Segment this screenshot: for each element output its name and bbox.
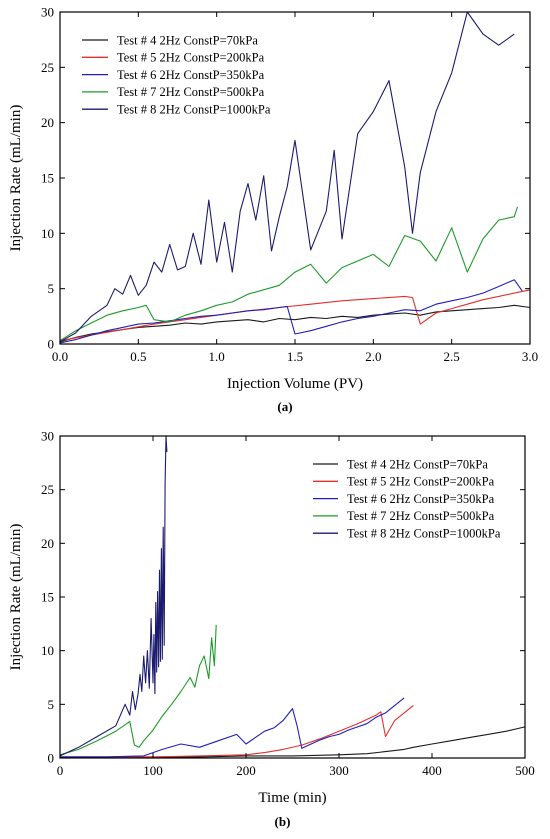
legend-label: Test # 7 2Hz ConstP=500kPa <box>117 85 265 99</box>
y-tick-label: 30 <box>41 5 54 20</box>
x-tick-label: 2.5 <box>444 349 460 364</box>
y-tick-label: 25 <box>41 60 54 75</box>
series-line-test-4 <box>59 304 531 343</box>
legend-label: Test # 7 2Hz ConstP=500kPa <box>347 509 495 523</box>
y-tick-label: 20 <box>41 536 54 551</box>
y-tick-label: 5 <box>48 281 55 296</box>
series-line-test-8 <box>59 11 515 343</box>
panel-label: (b) <box>275 814 291 829</box>
series-line-test-4 <box>60 726 526 758</box>
x-tick-label: 200 <box>236 763 256 778</box>
y-axis-label: Injection Rate (mL/min) <box>8 105 24 252</box>
y-tick-label: 10 <box>41 226 54 241</box>
x-tick-label: 0.5 <box>130 349 146 364</box>
x-tick-label: 500 <box>515 763 535 778</box>
panel-label: (a) <box>277 399 292 414</box>
x-tick-label: 300 <box>329 763 349 778</box>
y-tick-label: 0 <box>48 337 55 352</box>
y-tick-label: 5 <box>48 697 55 712</box>
y-tick-label: 30 <box>41 429 54 444</box>
x-tick-label: 2.0 <box>365 349 381 364</box>
panel-b-chart: 0 100 200 300 400 500 0 5 10 15 20 25 30 Time (min) In… <box>8 429 535 830</box>
x-tick-label: 0 <box>57 763 64 778</box>
legend-label: Test # 6 2Hz ConstP=350kPa <box>117 68 265 82</box>
x-axis-label: Time (min) <box>258 790 326 806</box>
series-line-test-7 <box>59 624 217 756</box>
legend-label: Test # 4 2Hz ConstP=70kPa <box>117 33 258 47</box>
legend-label: Test # 6 2Hz ConstP=350kPa <box>347 492 495 506</box>
series-line-test-6 <box>59 279 523 344</box>
series-line-test-7 <box>59 206 519 342</box>
panel-a-chart: 0.0 0.5 1.0 1.5 2.0 2.5 3.0 0 5 10 15 20 25 30 Injecti… <box>8 5 538 415</box>
y-axis-label: Injection Rate (mL/min) <box>8 524 24 671</box>
series-line-test-6 <box>60 697 405 758</box>
series-line-test-8 <box>59 435 168 757</box>
legend-label: Test # 5 2Hz ConstP=200kPa <box>117 51 265 65</box>
x-axis-label: Injection Volume (PV) <box>227 376 363 392</box>
series-line-test-5 <box>59 289 531 342</box>
series-line-test-5 <box>60 704 414 758</box>
y-tick-label: 10 <box>41 643 54 658</box>
x-tick-label: 400 <box>422 763 442 778</box>
x-tick-label: 100 <box>143 763 163 778</box>
y-tick-label: 15 <box>41 171 54 186</box>
x-tick-label: 0.0 <box>52 349 68 364</box>
x-tick-label: 1.0 <box>209 349 225 364</box>
y-tick-label: 0 <box>48 751 55 766</box>
y-tick-label: 25 <box>41 482 54 497</box>
y-tick-label: 15 <box>41 590 54 605</box>
legend-label: Test # 8 2Hz ConstP=1000kPa <box>117 103 271 117</box>
legend-label: Test # 8 2Hz ConstP=1000kPa <box>347 527 501 541</box>
y-tick-label: 20 <box>41 115 54 130</box>
legend-label: Test # 4 2Hz ConstP=70kPa <box>347 457 488 471</box>
legend-label: Test # 5 2Hz ConstP=200kPa <box>347 475 495 489</box>
x-tick-label: 3.0 <box>522 349 538 364</box>
x-tick-label: 1.5 <box>287 349 303 364</box>
